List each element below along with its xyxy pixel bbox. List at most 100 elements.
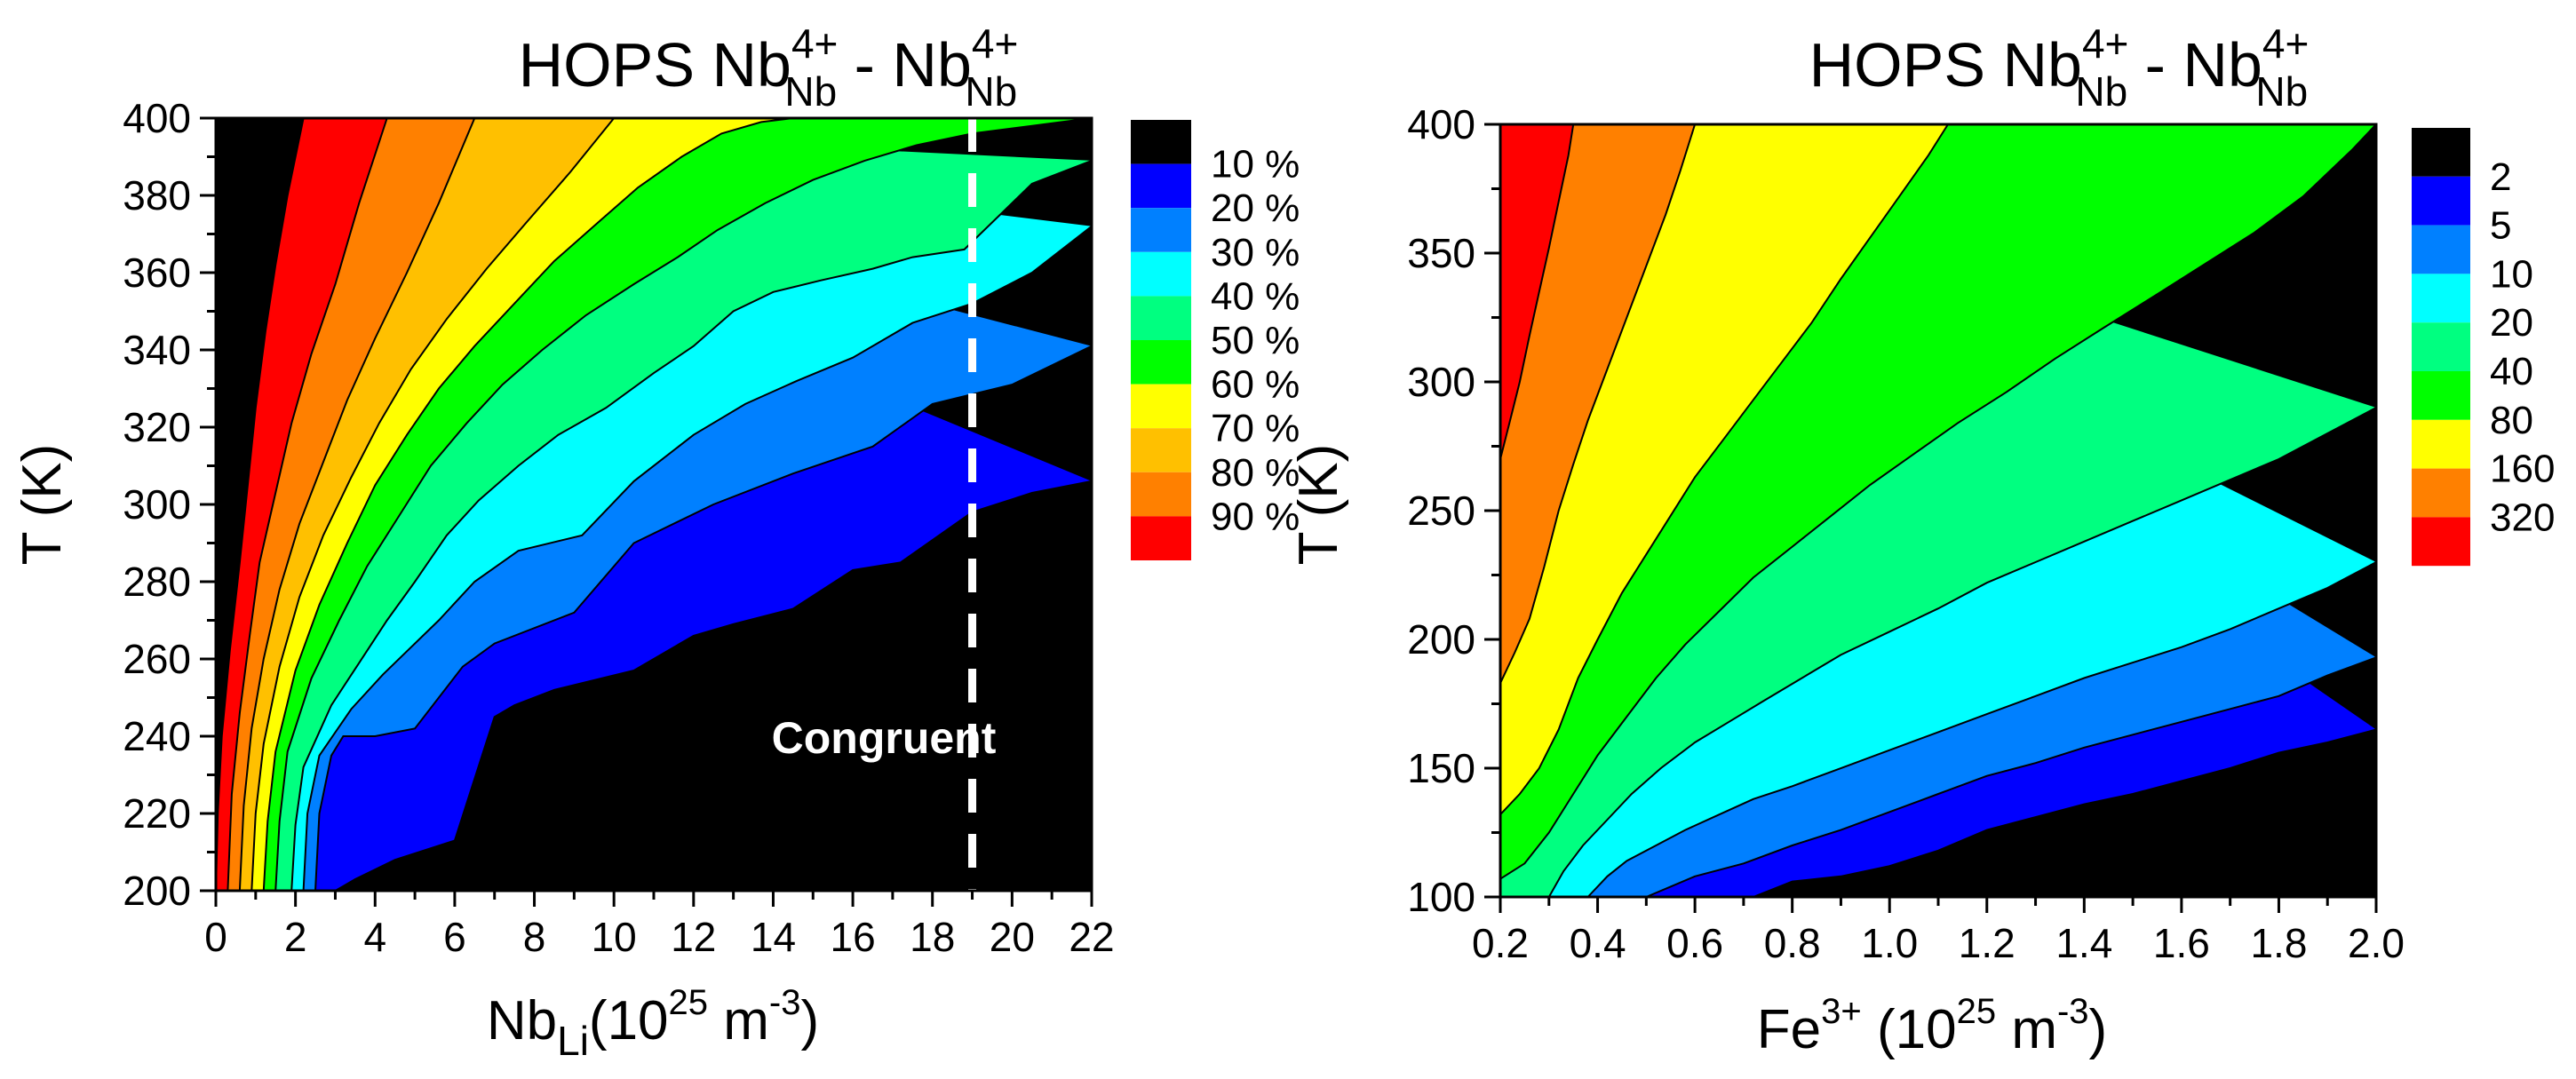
legend-swatch (2412, 517, 2470, 567)
l-contour-line-3 (302, 226, 1093, 892)
legend-label: 80 (2490, 399, 2533, 442)
x-tick-label: 10 (592, 914, 637, 960)
legend-swatch (1131, 120, 1191, 164)
x-tick-label: 1.4 (2055, 920, 2112, 966)
y-tick-label: 400 (1407, 101, 1475, 147)
legend-swatch (2412, 225, 2470, 274)
legend-label: 40 % (1211, 274, 1300, 318)
x-tick-label: 4 (363, 914, 386, 960)
legend-swatch (1131, 516, 1191, 560)
y-tick-label: 200 (1407, 616, 1475, 662)
l-contour-line-5 (274, 117, 1093, 892)
y-tick-label: 280 (123, 559, 191, 605)
l-contour-line-6 (262, 117, 794, 892)
chart-right-contour-lines (1499, 123, 2377, 898)
legend-swatch (2412, 322, 2470, 371)
x-tick-label: 18 (910, 914, 955, 960)
r-contour-line-6 (1499, 123, 1949, 815)
chart-right-y-axis-label: T (K) (1288, 444, 1349, 566)
y-tick-label: 320 (123, 404, 191, 450)
x-tick-label: 22 (1069, 914, 1114, 960)
x-tick-label: 14 (751, 914, 796, 960)
x-tick-label: 0 (204, 914, 227, 960)
y-tick-label: 220 (123, 790, 191, 837)
x-tick-label: 8 (523, 914, 546, 960)
chart-left-contour-lines (215, 117, 1093, 892)
r-band-8 (1500, 124, 1574, 897)
chart-right-contour-fills (1500, 124, 2376, 897)
r-band-7 (1500, 124, 1696, 897)
x-tick-label: 12 (671, 914, 716, 960)
legend-swatch (2412, 176, 2470, 226)
legend-label: 5 (2490, 204, 2511, 248)
x-tick-label: 6 (443, 914, 466, 960)
l-contour-line-7 (250, 117, 615, 892)
y-tick-label: 240 (123, 713, 191, 759)
r-contour-line-5 (1499, 123, 2377, 880)
y-tick-label: 300 (123, 481, 191, 528)
legend-label: 50 % (1211, 319, 1300, 362)
legend-label: 320 (2490, 496, 2555, 539)
r-contour-line-7 (1499, 123, 1697, 684)
r-contour-line-1 (1753, 728, 2377, 898)
x-tick-label: 0.2 (1472, 920, 1529, 966)
legend-label: 30 % (1211, 231, 1300, 274)
legend-label: 80 % (1211, 451, 1300, 495)
l-contour-line-4 (290, 159, 1093, 892)
x-tick-label: 2 (284, 914, 307, 960)
congruent-label: Congruent (772, 713, 997, 763)
l-contour-line-1 (334, 480, 1093, 892)
legend-swatch (1131, 340, 1191, 385)
chart-left-y-axis-label: T (K) (12, 444, 73, 566)
y-tick-label: 300 (1407, 359, 1475, 405)
legend-swatch (1131, 384, 1191, 429)
x-tick-label: 0.8 (1764, 920, 1821, 966)
y-tick-label: 380 (123, 172, 191, 218)
legend-swatch (2412, 371, 2470, 420)
chart-left-legend: 10 %20 %30 %40 %50 %60 %70 %80 %90 % (1131, 120, 1300, 560)
y-tick-label: 250 (1407, 488, 1475, 534)
legend-swatch (1131, 251, 1191, 297)
legend-swatch (2412, 419, 2470, 469)
legend-label: 10 (2490, 252, 2533, 296)
legend-swatch (1131, 472, 1191, 517)
l-band-10 (216, 118, 304, 891)
legend-label: 70 % (1211, 407, 1300, 450)
chart-left-contour-fills (216, 118, 1092, 891)
legend-label: 60 % (1211, 363, 1300, 407)
legend-label: 20 % (1211, 186, 1300, 230)
chart-left: HOPS Nb4+ Nb - Nb4+ Nb Congruent 0 2 4 6 8 10 12… (12, 20, 1300, 1064)
legend-swatch (2412, 128, 2470, 177)
legend-swatch (1131, 163, 1191, 209)
legend-swatch (1131, 428, 1191, 472)
legend-label: 20 (2490, 301, 2533, 345)
x-tick-label: 1.8 (2250, 920, 2307, 966)
x-tick-label: 1.2 (1959, 920, 2015, 966)
legend-swatch (2412, 468, 2470, 518)
chart-left-y-ticks: 200 220 240 260 280 300 320 340 360 380 400 (123, 95, 216, 914)
y-tick-label: 260 (123, 636, 191, 682)
x-tick-label: 20 (990, 914, 1035, 960)
y-tick-label: 360 (123, 250, 191, 296)
x-tick-label: 0.6 (1666, 920, 1723, 966)
chart-left-x-ticks: 0 2 4 6 8 10 12 14 16 18 20 22 (204, 891, 1115, 960)
y-tick-label: 340 (123, 327, 191, 373)
chart-left-title: HOPS Nb4+ Nb - Nb4+ Nb (519, 20, 1019, 115)
y-tick-label: 150 (1407, 745, 1475, 791)
r-contour-line-3 (1586, 561, 2377, 898)
chart-right-x-ticks: 0.2 0.4 0.6 0.8 1.0 1.2 1.4 1.6 1.8 2.0 (1472, 897, 2405, 966)
legend-label: 160 (2490, 448, 2555, 491)
r-contour-line-2 (1645, 656, 2377, 898)
y-tick-label: 200 (123, 868, 191, 914)
legend-swatch (1131, 296, 1191, 340)
legend-label: 2 (2490, 155, 2511, 199)
legend-label: 10 % (1211, 143, 1300, 186)
r-contour-line-4 (1547, 407, 2377, 898)
x-tick-label: 2.0 (2348, 920, 2405, 966)
y-tick-label: 350 (1407, 230, 1475, 276)
chart-right-legend: 2 510 20 40 80 160 320 (2412, 128, 2555, 567)
x-tick-label: 1.6 (2153, 920, 2210, 966)
legend-label: 90 % (1211, 495, 1300, 538)
y-tick-label: 400 (123, 95, 191, 141)
